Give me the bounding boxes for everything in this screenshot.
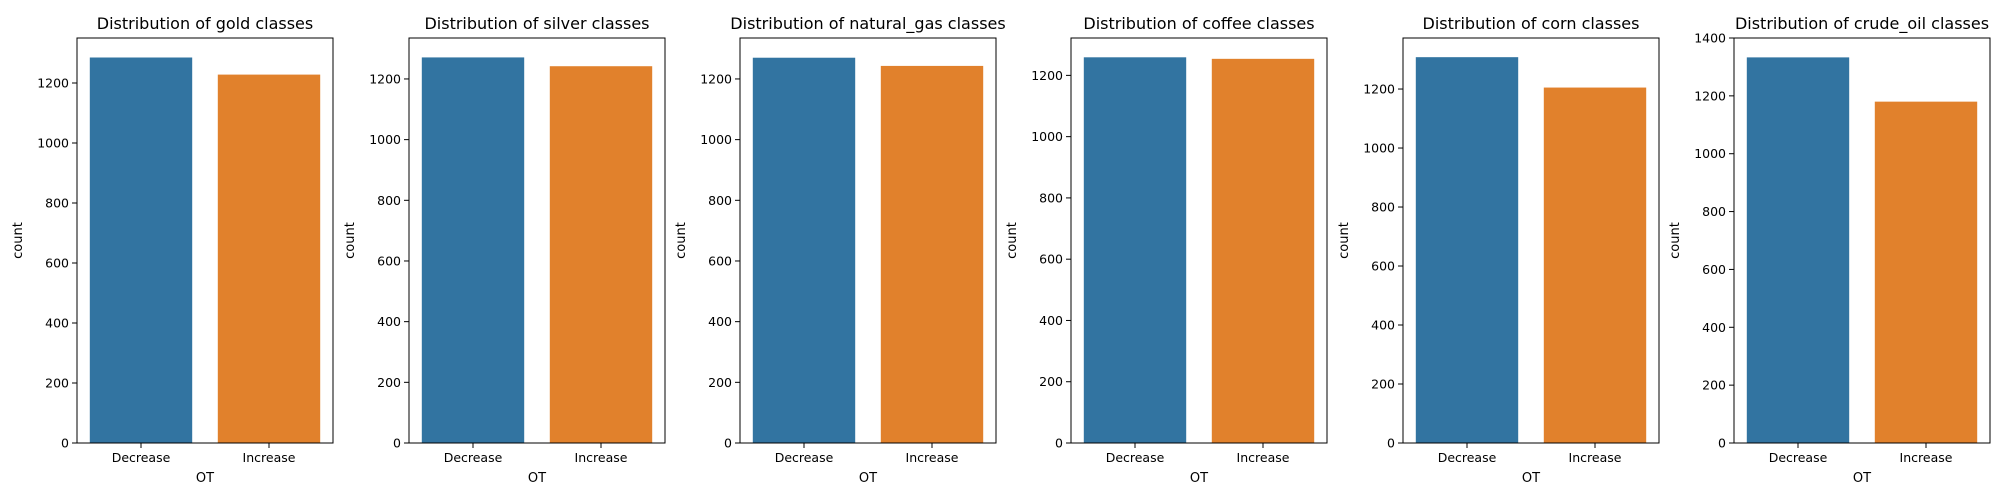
y-tick-label: 0 [1387, 436, 1395, 451]
y-tick-label: 400 [1702, 320, 1726, 335]
y-tick-label: 1200 [37, 76, 69, 91]
y-tick-label: 1000 [1031, 129, 1063, 144]
y-tick-label: 200 [1702, 378, 1726, 393]
x-tick-label: Increase [1237, 450, 1290, 465]
bar-decrease [752, 57, 856, 443]
x-tick-label: Increase [243, 450, 296, 465]
y-tick-label: 1000 [1363, 141, 1395, 156]
y-axis-label: count [1337, 222, 1352, 259]
chart-panel-0: Decrease Increase 0 200 400 600 800 1000 1200 Dis… [11, 14, 334, 486]
y-tick-label: 400 [1371, 318, 1395, 333]
y-tick-label: 600 [1039, 252, 1063, 267]
y-tick-label: 1000 [700, 132, 732, 147]
y-tick-label: 800 [377, 193, 401, 208]
bar-increase [217, 74, 321, 443]
y-tick-label: 0 [61, 436, 69, 451]
x-axis-label: OT [1522, 471, 1540, 486]
chart-title: Distribution of silver classes [424, 14, 649, 33]
chart-panel-1: Decrease Increase 0 200 400 600 800 1000 1200 Dis… [343, 14, 666, 486]
chart-title: Distribution of coffee classes [1083, 14, 1314, 33]
bar-decrease [1415, 57, 1519, 444]
bar-decrease [1746, 57, 1850, 443]
chart-title: Distribution of crude_oil classes [1735, 14, 1989, 34]
x-tick-label: Decrease [775, 450, 834, 465]
y-axis-label: count [1668, 222, 1683, 259]
chart-panel-2: Decrease Increase 0 200 400 600 800 1000 1200 Dis… [674, 14, 1006, 486]
x-axis-label: OT [1853, 471, 1871, 486]
chart-panel-4: Decrease Increase 0 200 400 600 800 1000 1200 Dis… [1337, 14, 1660, 486]
x-tick-label: Decrease [112, 450, 171, 465]
x-tick-label: Decrease [1106, 450, 1165, 465]
axes-frame [1733, 37, 1991, 444]
y-tick-label: 400 [708, 314, 732, 329]
y-tick-label: 200 [45, 376, 69, 391]
y-tick-label: 1400 [1694, 31, 1726, 46]
y-tick-label: 200 [1039, 374, 1063, 389]
y-axis-label: count [1005, 222, 1020, 259]
bar-decrease [1083, 57, 1187, 444]
y-axis-label: count [11, 222, 26, 259]
bar-increase [1874, 101, 1978, 444]
y-tick-label: 600 [377, 253, 401, 268]
chart-panel-3: Decrease Increase 0 200 400 600 800 1000 1200 Dis… [1005, 14, 1328, 486]
y-tick-label: 800 [1371, 200, 1395, 215]
chart-title: Distribution of gold classes [97, 14, 313, 33]
y-tick-label: 800 [1039, 190, 1063, 205]
x-tick-label: Decrease [1438, 450, 1497, 465]
bar-increase [1211, 58, 1315, 444]
x-tick-label: Increase [1900, 450, 1953, 465]
x-tick-label: Increase [1569, 450, 1622, 465]
bar-increase [549, 66, 653, 443]
y-tick-label: 400 [377, 314, 401, 329]
axes-frame [408, 37, 666, 444]
y-tick-label: 1200 [369, 71, 401, 86]
y-tick-label: 200 [708, 375, 732, 390]
axes-frame [76, 37, 334, 444]
y-tick-label: 1200 [1363, 82, 1395, 97]
bar-decrease [421, 57, 525, 443]
bar-increase [1543, 87, 1647, 443]
x-axis-label: OT [196, 471, 214, 486]
y-tick-label: 600 [1702, 262, 1726, 277]
y-tick-label: 1200 [700, 71, 732, 86]
x-tick-label: Increase [906, 450, 959, 465]
axes-frame [739, 37, 997, 444]
y-tick-label: 200 [1371, 377, 1395, 392]
y-tick-label: 800 [45, 196, 69, 211]
x-axis-label: OT [1190, 471, 1208, 486]
y-tick-label: 1200 [1031, 68, 1063, 83]
bar-decrease [89, 57, 193, 443]
chart-panel-5: Decrease Increase 0 200 400 600 800 1000 1200 140… [1668, 14, 1991, 486]
y-tick-label: 600 [45, 256, 69, 271]
y-tick-label: 1000 [37, 136, 69, 151]
y-tick-label: 0 [393, 436, 401, 451]
y-tick-label: 0 [1718, 436, 1726, 451]
y-tick-label: 800 [1702, 204, 1726, 219]
y-tick-label: 1000 [1694, 146, 1726, 161]
y-tick-label: 0 [724, 436, 732, 451]
axes-frame [1070, 37, 1328, 444]
y-tick-label: 600 [1371, 259, 1395, 274]
y-tick-label: 0 [1055, 436, 1063, 451]
y-tick-label: 1200 [1694, 88, 1726, 103]
x-tick-label: Increase [575, 450, 628, 465]
y-axis-label: count [674, 222, 689, 259]
chart-title: Distribution of corn classes [1423, 14, 1640, 33]
chart-title: Distribution of natural_gas classes [730, 14, 1005, 34]
x-axis-label: OT [528, 471, 546, 486]
x-tick-label: Decrease [1769, 450, 1828, 465]
y-tick-label: 400 [45, 316, 69, 331]
y-axis-label: count [343, 222, 358, 259]
y-tick-label: 1000 [369, 132, 401, 147]
x-tick-label: Decrease [444, 450, 503, 465]
y-tick-label: 600 [708, 253, 732, 268]
y-tick-label: 400 [1039, 313, 1063, 328]
y-tick-label: 800 [708, 193, 732, 208]
bar-increase [880, 65, 984, 444]
axes-frame [1402, 37, 1660, 444]
y-tick-label: 200 [377, 375, 401, 390]
x-axis-label: OT [859, 471, 877, 486]
